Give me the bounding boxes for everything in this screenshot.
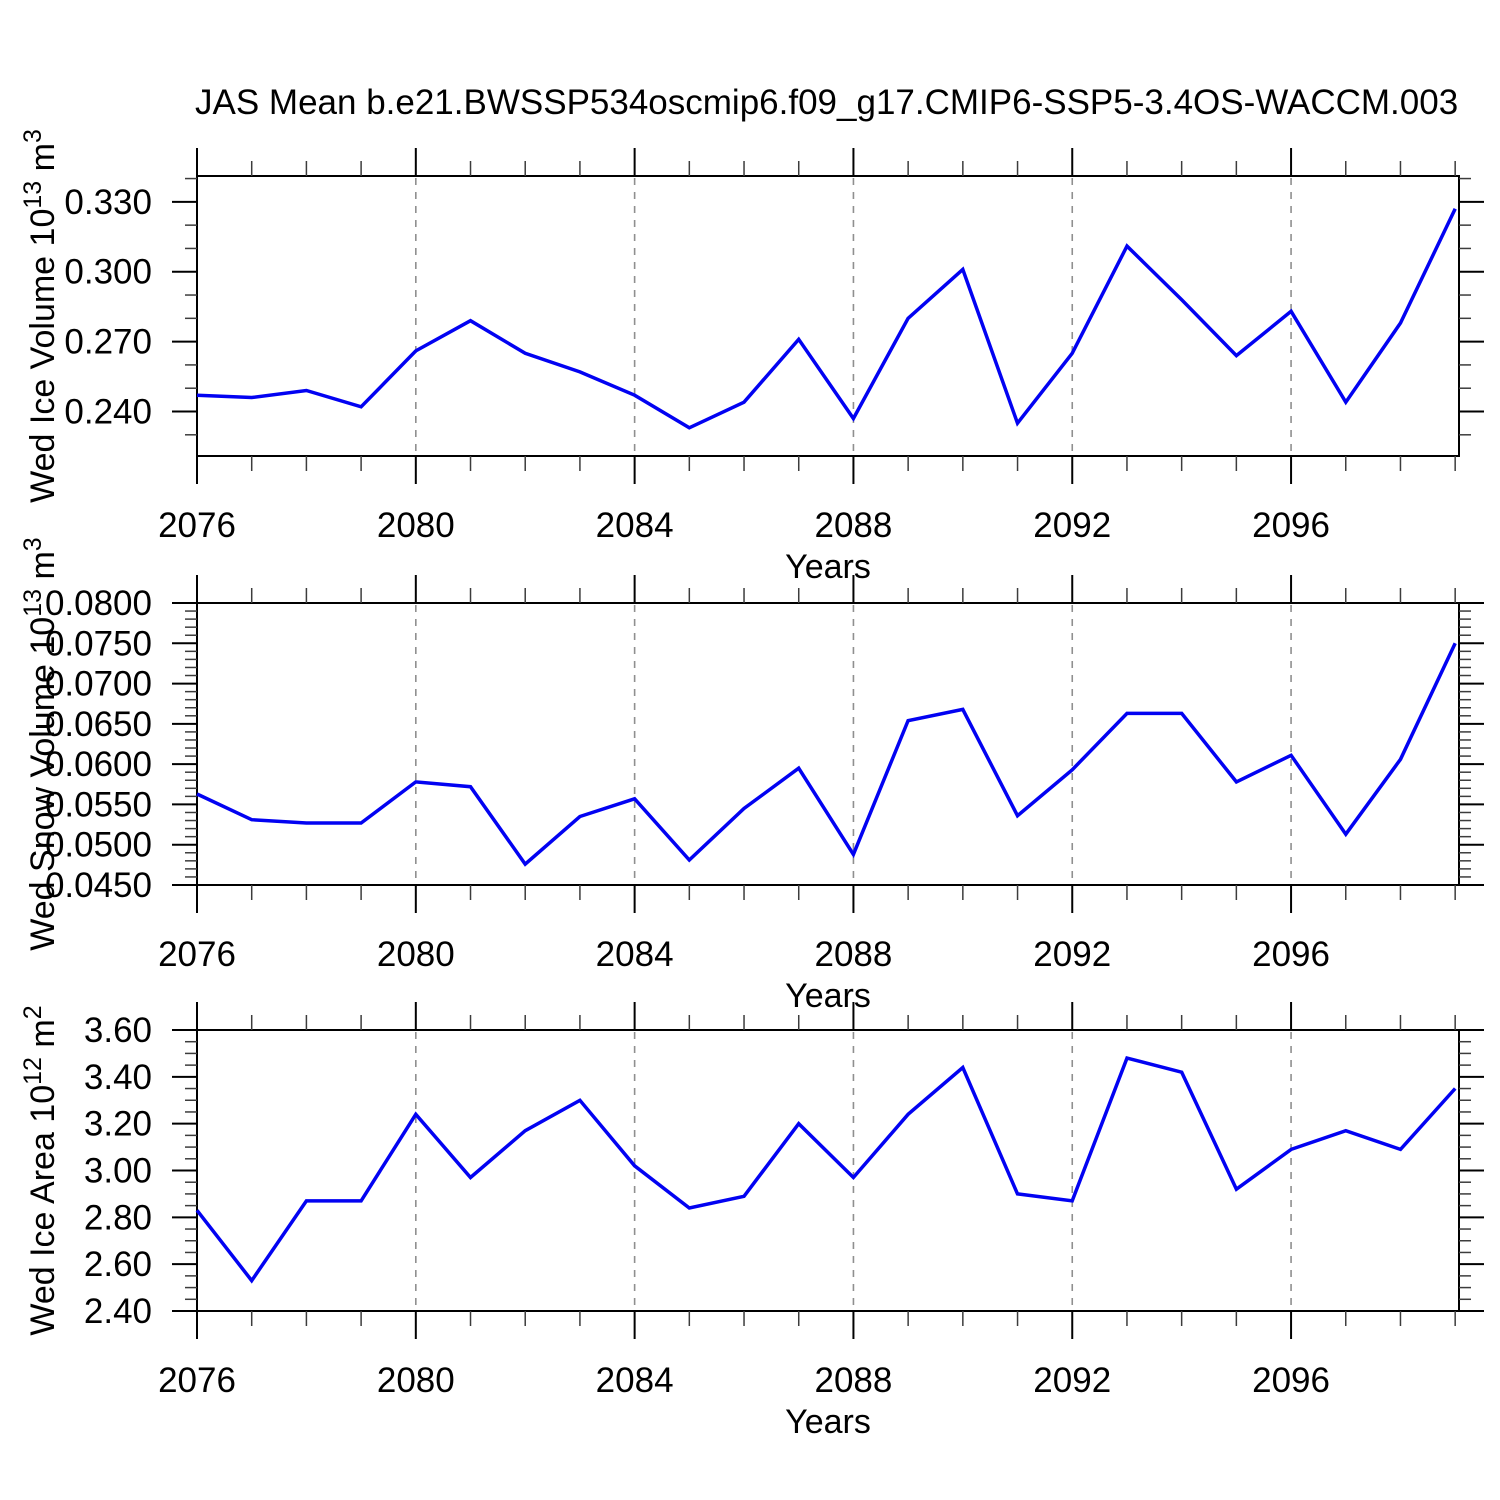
x-tick-label: 2084	[596, 1361, 674, 1400]
x-tick-label: 2076	[158, 506, 236, 545]
x-tick-label: 2088	[814, 506, 892, 545]
panels-group: 0.240 0.270 0.300 0.330 2076 2080 2084 2088 2092…	[19, 129, 1484, 1441]
x-tick-label: 2096	[1252, 935, 1330, 974]
y-tick-label: 0.330	[64, 183, 152, 222]
y-tick-label: 0.300	[64, 253, 152, 292]
y-tick-label: 2.40	[84, 1292, 152, 1331]
x-tick-label: 2088	[814, 935, 892, 974]
plot-frame	[196, 602, 1460, 886]
y-tick-label: 0.0500	[45, 826, 152, 865]
x-tick-label: 2088	[814, 1361, 892, 1400]
x-tick-label: 2080	[377, 935, 455, 974]
y-tick-label: 0.0550	[45, 785, 152, 824]
x-tick-label: 2076	[158, 1361, 236, 1400]
y-tick-label: 0.270	[64, 323, 152, 362]
y-tick-label: 3.20	[84, 1105, 152, 1144]
panel-wed-ice-volume: 0.240 0.270 0.300 0.330 2076 2080 2084 2088 2092…	[19, 129, 1484, 586]
x-tick-label: 2076	[158, 935, 236, 974]
x-tick-label: 2080	[377, 1361, 455, 1400]
plot-frame	[196, 175, 1460, 457]
data-line-wed-ice-area	[195, 1056, 1457, 1284]
y-axis-title: Wed Snow Volume 1013 m3	[19, 537, 62, 950]
y-tick-label: 3.00	[84, 1152, 152, 1191]
x-tick-label: 2092	[1033, 1361, 1111, 1400]
data-line-wed-snow-volume	[196, 642, 1457, 867]
plot-frame	[196, 1029, 1460, 1312]
x-tick-label: 2092	[1033, 506, 1111, 545]
y-tick-label: 2.60	[84, 1245, 152, 1284]
x-axis-title: Years	[785, 1403, 871, 1441]
x-tick-label: 2084	[596, 506, 674, 545]
y-tick-label: 0.240	[64, 393, 152, 432]
y-tick-label: 0.0650	[45, 705, 152, 744]
y-tick-label: 0.0800	[45, 584, 152, 623]
x-tick-label: 2084	[596, 935, 674, 974]
x-tick-label: 2096	[1252, 506, 1330, 545]
y-tick-label: 0.0450	[45, 866, 152, 905]
x-axis-title: Years	[785, 548, 871, 586]
y-tick-label: 2.80	[84, 1198, 152, 1237]
figure-title: JAS Mean b.e21.BWSSP534oscmip6.f09_g17.C…	[195, 83, 1458, 122]
y-tick-label: 3.40	[84, 1058, 152, 1097]
panel-wed-ice-area: 2.40 2.60 2.80 3.00 3.20 3.40 3.60 2076 2080 2084…	[19, 1002, 1484, 1441]
y-axis-title: Wed Ice Volume 1013 m3	[19, 129, 62, 503]
x-tick-label: 2092	[1033, 935, 1111, 974]
y-tick-label: 0.0600	[45, 745, 152, 784]
x-tick-label: 2080	[377, 506, 455, 545]
x-axis-title: Years	[785, 977, 871, 1015]
x-tick-label: 2096	[1252, 1361, 1330, 1400]
y-tick-label: 0.0750	[45, 624, 152, 663]
y-tick-label: 0.0700	[45, 665, 152, 704]
y-tick-label: 3.60	[84, 1011, 152, 1050]
data-line-wed-ice-volume	[196, 208, 1457, 430]
y-axis-title: Wed Ice Area 1012 m2	[19, 1005, 62, 1335]
panel-wed-snow-volume: 0.04500.05000.05500.06000.06500.07000.07…	[19, 537, 1484, 1015]
